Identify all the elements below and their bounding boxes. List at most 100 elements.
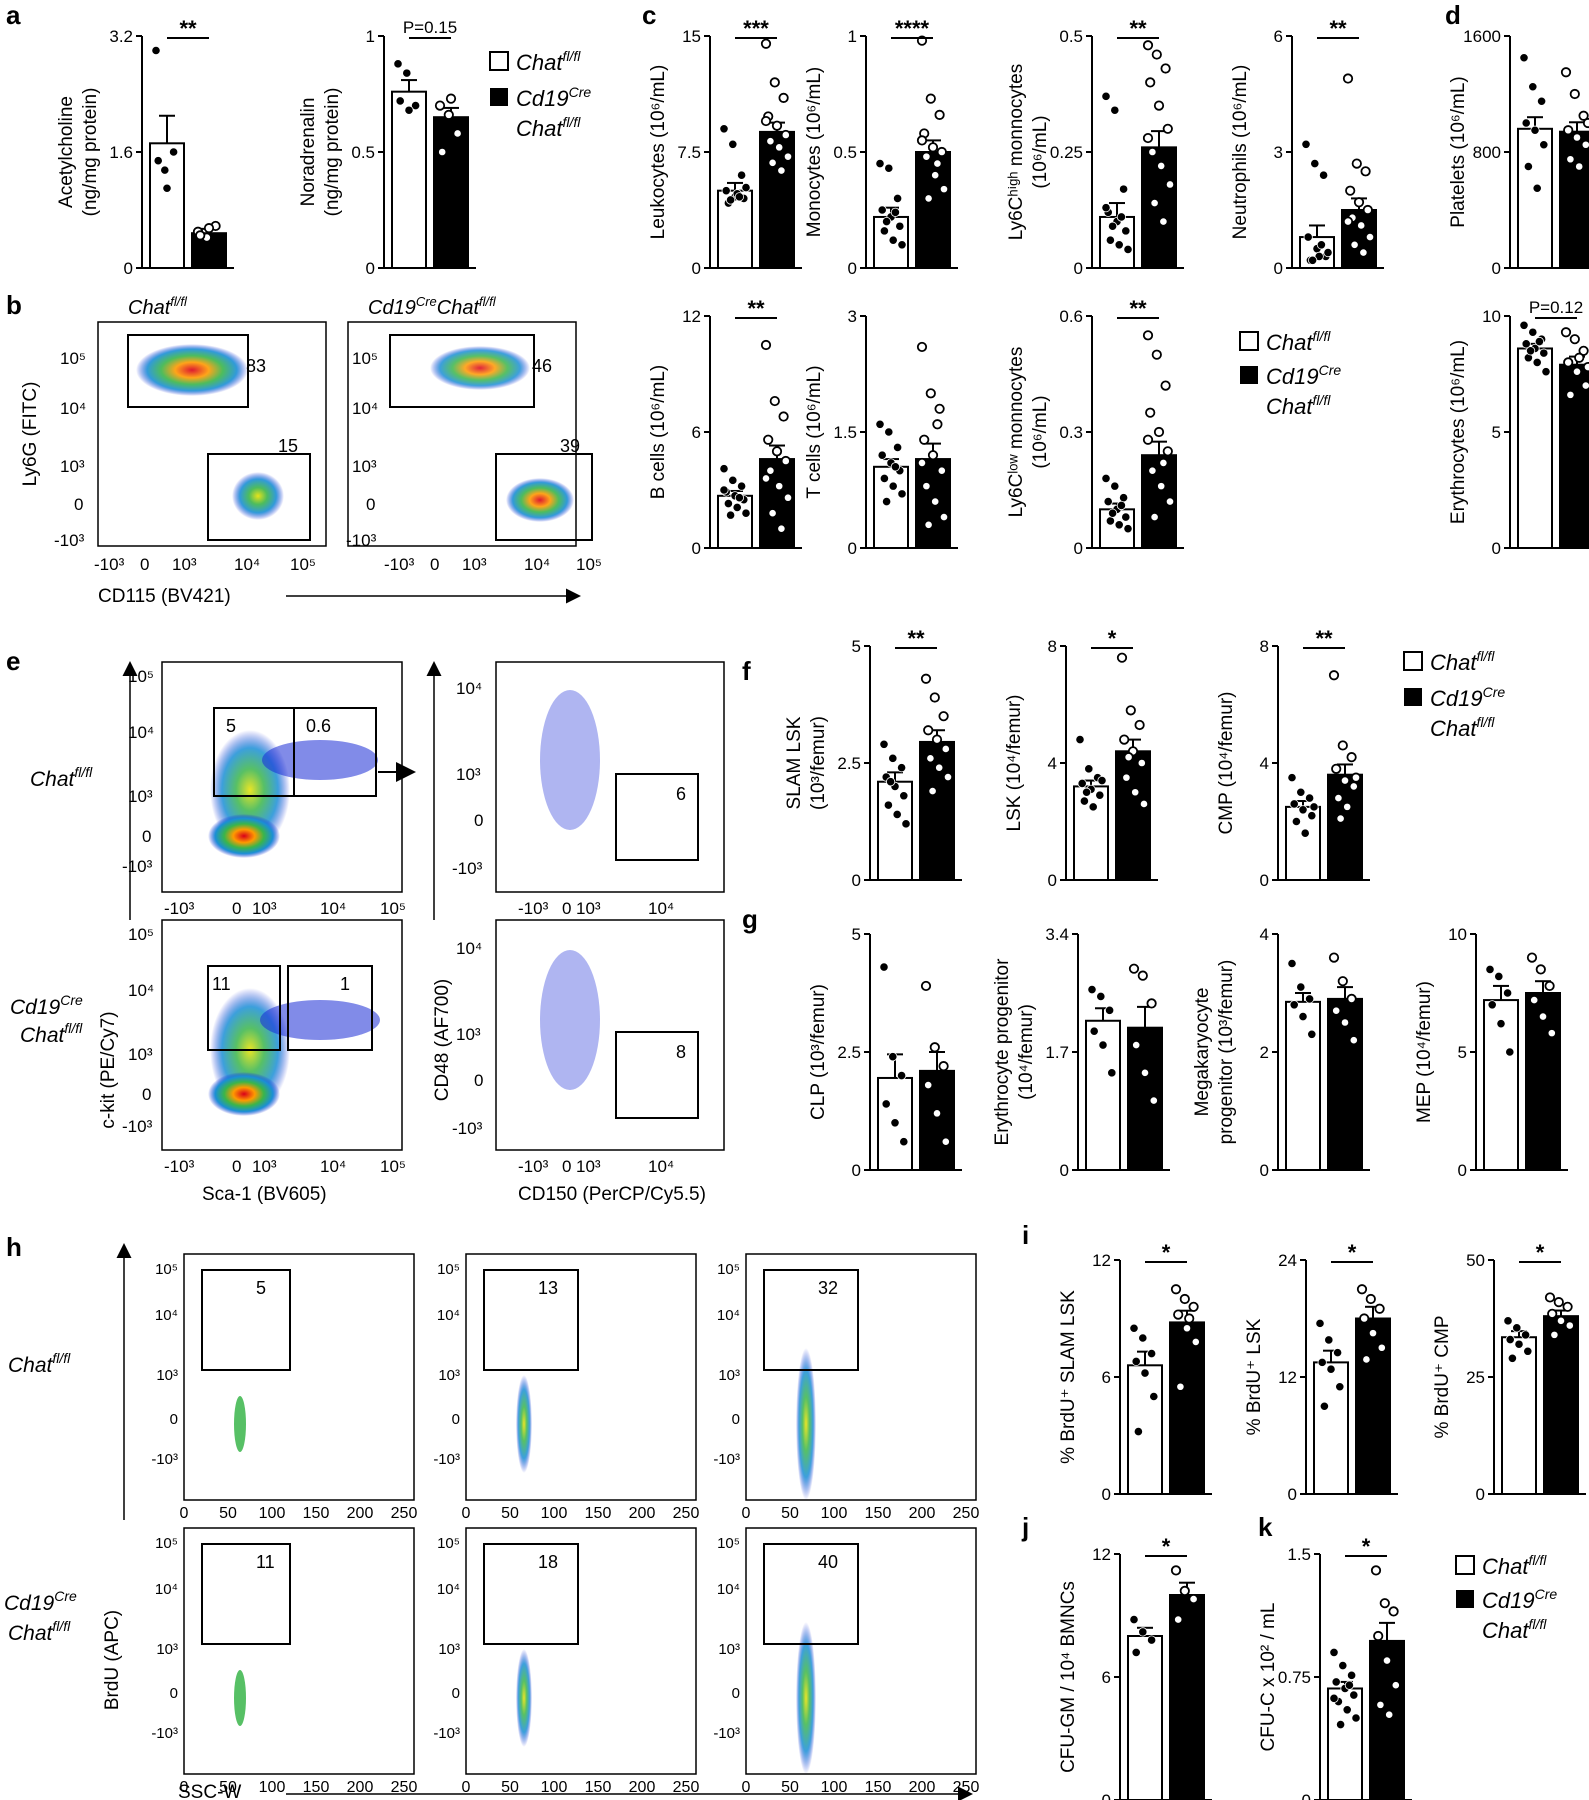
data-point	[921, 481, 932, 492]
data-point	[1116, 652, 1128, 663]
tick-label: 10⁵	[437, 1535, 460, 1552]
data-point	[1565, 389, 1576, 400]
flow-plot-frame	[745, 1253, 977, 1501]
data-point	[932, 419, 943, 430]
data-point	[728, 475, 738, 485]
data-point	[782, 492, 794, 503]
tick-label: 10³	[718, 1367, 740, 1384]
tick-label: 0.5	[1059, 27, 1083, 46]
data-point	[1309, 802, 1319, 812]
bar-cko	[919, 740, 955, 881]
bar-chart-g3: 0 2 4 Megakaryocyte progenitor (10³/femur)	[1192, 925, 1370, 1180]
tick-label: 10⁵	[437, 1261, 460, 1278]
significance-label: **	[1129, 16, 1147, 41]
bar-control	[873, 465, 909, 549]
tick-label: 10⁴	[524, 555, 550, 574]
panel-label-g: g	[742, 904, 758, 934]
data-point	[1526, 346, 1536, 356]
data-point	[771, 446, 783, 457]
tick-label: 10⁵	[717, 1535, 740, 1552]
data-point	[1147, 1635, 1157, 1645]
tick-label: 10⁵	[155, 1535, 178, 1552]
tick-label: 10⁴	[456, 939, 482, 958]
gate-percent: 8	[676, 1042, 686, 1062]
panel-label-i: i	[1022, 1220, 1029, 1250]
tick-label: 10⁵	[155, 1261, 178, 1278]
data-point	[1105, 235, 1116, 245]
panel-label-b: b	[6, 290, 22, 320]
data-point	[921, 151, 932, 162]
event-density	[208, 814, 280, 858]
data-point	[1142, 132, 1154, 144]
data-point	[774, 481, 785, 492]
tick-label: 100	[541, 1779, 568, 1796]
data-point	[938, 1061, 949, 1072]
data-point	[1095, 790, 1105, 800]
data-point	[1289, 1000, 1299, 1010]
data-point	[1181, 1323, 1193, 1334]
data-point	[1129, 1615, 1139, 1625]
tick-label: 1600	[1463, 27, 1501, 46]
tick-label: 10⁵	[380, 1157, 406, 1176]
data-point	[732, 502, 742, 512]
data-point	[443, 109, 454, 120]
data-point	[1365, 1293, 1376, 1305]
data-point	[1164, 496, 1176, 507]
tick-label: 0	[1302, 1791, 1311, 1800]
tick-label: 0	[692, 539, 701, 558]
flow-b-xaxis-label: CD115 (BV421)	[98, 586, 231, 607]
gate-box	[763, 1269, 859, 1371]
tick-label: -10³	[151, 1451, 178, 1468]
tick-label: 50	[501, 1779, 519, 1796]
data-point	[1160, 63, 1171, 74]
tick-label: 250	[953, 1505, 980, 1522]
data-point	[892, 442, 903, 453]
data-point	[1541, 367, 1551, 377]
data-point	[741, 182, 751, 193]
flow-e-xaxis-left: Sca-1 (BV605)	[202, 1184, 327, 1205]
flow-e-scatter-1: 5 0.6	[208, 707, 416, 858]
flow-plot-frame	[465, 1527, 697, 1775]
tick-label: 150	[585, 1505, 612, 1522]
data-point	[1519, 53, 1529, 63]
data-point	[1142, 434, 1154, 445]
data-point	[725, 195, 736, 205]
data-point	[1329, 1647, 1339, 1658]
tick-label: 0	[562, 1157, 571, 1176]
data-point	[1303, 232, 1313, 242]
tick-label: 3	[848, 307, 857, 326]
tick-label: 10³	[252, 899, 277, 918]
flow-e-xticks-left: -10³ 0 10³ 10⁴ 10⁵ -10³ 0 10³ 10⁴ 10⁵	[164, 899, 406, 1176]
data-point	[923, 1079, 934, 1091]
data-point	[938, 511, 950, 523]
data-point	[1360, 166, 1371, 177]
data-point	[923, 725, 934, 736]
data-point	[940, 743, 951, 755]
data-point	[884, 163, 894, 173]
tick-label: 1.7	[1045, 1043, 1069, 1062]
data-point	[881, 496, 892, 507]
data-point	[885, 777, 896, 787]
bar-chart-d2: 0 5 10 Erythrocytes (10⁶/mL) P=0.12	[1448, 298, 1589, 558]
tick-label: 0	[742, 1779, 751, 1796]
data-point	[1190, 1336, 1201, 1348]
flow-b-title-2: Cd19CreChatfl/fl	[368, 294, 497, 319]
data-point	[1119, 734, 1130, 745]
gate-box	[127, 334, 249, 408]
gate-box	[293, 707, 377, 797]
data-point	[1335, 1382, 1345, 1392]
data-point	[942, 771, 954, 783]
gate-percent: 1	[340, 974, 350, 994]
tick-label: 0	[562, 899, 571, 918]
flow-e-row-label-1: Chatfl/fl	[30, 764, 93, 791]
tick-label: 1.5	[833, 423, 857, 442]
tick-label: -10³	[518, 899, 549, 918]
tick-label: 10³	[128, 1045, 153, 1064]
bar-chart-g2: 0 1.7 3.4 Erythrocyte progenitor (10⁴/femur)	[992, 925, 1170, 1180]
bar-chart-c1: 0 7.5 15 Leukocytes (10⁶/mL) ***	[648, 16, 802, 278]
tick-label: 50	[501, 1505, 519, 1522]
data-point	[1147, 1349, 1157, 1359]
tick-label: 0	[232, 1157, 241, 1176]
tick-label: 0	[1476, 1485, 1485, 1504]
bar-cko	[1169, 1321, 1205, 1496]
